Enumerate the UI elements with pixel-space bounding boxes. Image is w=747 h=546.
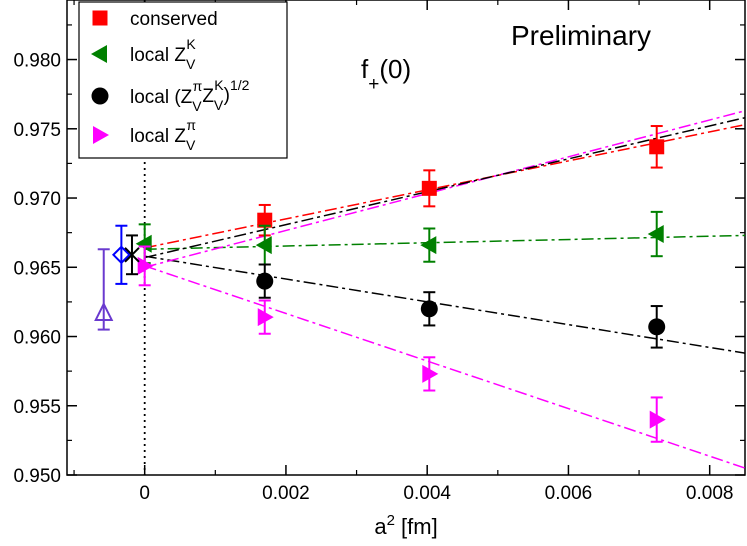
data-point-s3-p1 [257,308,274,327]
x-tick-label-1: 0.002 [262,483,310,504]
x-title-sup: 2 [387,512,395,529]
extrapolation-cross-stroke-b [124,247,140,263]
f-main: f [361,54,369,84]
x-tick-label-2: 0.004 [403,483,451,504]
extrapolation-cross [124,247,140,263]
y-tick-label-4: 0.970 [13,189,61,210]
data-point-s2-p2 [648,318,666,336]
legend-marker-3 [93,126,109,144]
data-point-s0-p2 [649,139,665,155]
fit-line-3 [144,265,746,469]
legend-label-part: π [186,117,196,133]
f-plus-zero-annotation: f+(0) [361,54,411,95]
x-tick-label-4: 0.008 [686,483,734,504]
errorbar-extrapolation-triangle [97,248,110,331]
data-point-s3-p0 [137,256,154,275]
errorbar-extrapolation-diamond [115,224,128,285]
legend-label-part: K [186,36,196,52]
fit-line-3-b [144,110,746,268]
x-tick-label-3: 0.006 [545,483,593,504]
data-point-s2-p1 [420,300,438,318]
fit-line-extra-0 [144,116,746,259]
f-sub: + [368,74,379,95]
legend-label-part: local (Z [130,87,193,108]
legend-box [78,1,288,159]
extrapolation-diamond [111,245,131,265]
legend-marker-2 [91,87,109,105]
fit-lines-group [144,110,746,469]
legend-label-3: local ZVπ [130,117,196,153]
x-tick-label-0: 0 [139,483,150,504]
data-point-s1-p3 [647,225,664,244]
legend-label-1: local ZVK [130,36,196,72]
plot-frame [66,0,746,476]
fit-line-1 [144,234,746,251]
y-tick-label-1: 0.955 [13,397,61,418]
legend-label-part: π [193,78,203,94]
x-title-base: a [374,514,387,539]
data-point-s1-p2 [420,236,437,255]
legend-label-part: ) [224,85,230,106]
legend-label-part: V [214,97,224,113]
y-tick-label-6: 0.980 [13,51,61,72]
data-point-s0-p0 [257,212,273,228]
y-tick-label-0: 0.950 [13,466,61,487]
x-axis-title: a2 [fm] [374,512,437,539]
legend-label-2: local (ZVπZVK)1/2 [130,77,250,114]
extrapolation-triangle [94,301,114,321]
fit-line-2 [144,255,746,354]
fit-line-0 [144,123,746,249]
y-tick-label-3: 0.965 [13,258,61,279]
data-point-s3-p2 [422,364,439,383]
data-point-s0-p1 [421,180,437,196]
data-point-s3-p3 [649,410,666,429]
legend-label-part: K [214,77,224,93]
legend-label-part: V [186,137,196,153]
data-points-group [94,125,666,443]
axis-ticks-group: 0 0.002 0.004 0.006 0.008 0.950 0.955 0.960 0.96… [13,0,745,504]
f-arg: (0) [379,54,411,84]
legend-label-part: 1/2 [230,77,250,93]
data-point-s1-p1 [255,236,272,255]
legend-label-part: local Z [130,126,186,147]
legend-marker-0 [92,10,108,26]
legend-label-part: Z [202,86,214,107]
legend-label-part: local Z [130,45,186,66]
legend-label-0: conserved [130,9,218,30]
legend-marker-1 [91,45,107,63]
y-tick-label-2: 0.960 [13,328,61,349]
x-title-unit: [fm] [395,514,438,539]
data-point-s2-p0 [256,272,274,290]
data-point-s1-p0 [135,234,152,253]
y-tick-label-5: 0.975 [13,120,61,141]
legend-label-part: V [186,56,196,72]
legend-label-part: conserved [130,9,218,30]
preliminary-annotation: Preliminary [511,20,651,51]
legend-label-part: V [192,98,202,114]
